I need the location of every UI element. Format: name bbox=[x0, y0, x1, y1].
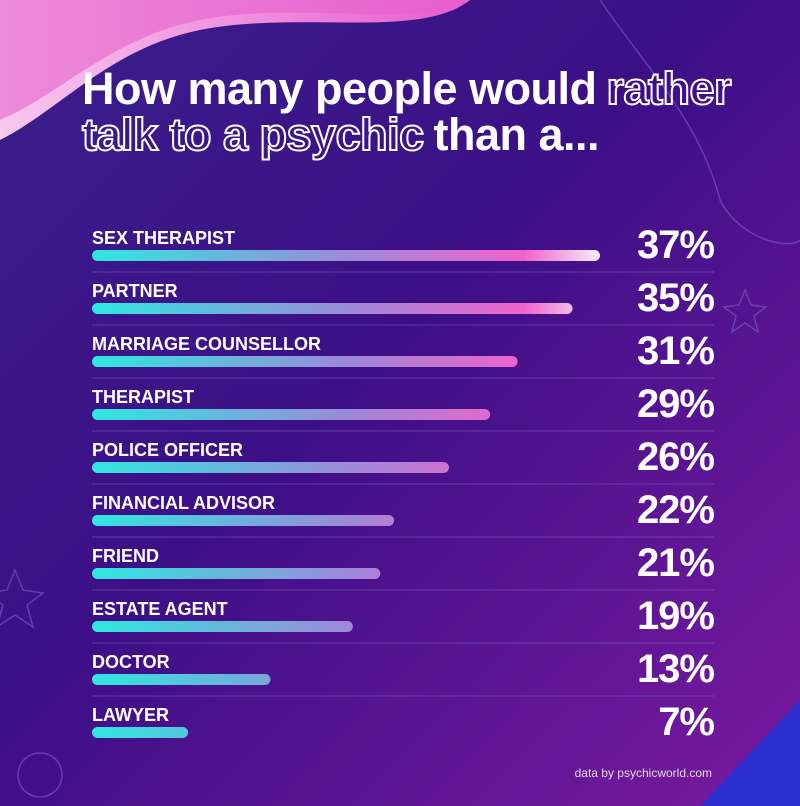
value-label: 29% bbox=[637, 382, 714, 426]
bar bbox=[92, 356, 518, 367]
value-label: 26% bbox=[637, 435, 714, 479]
value-label: 37% bbox=[637, 223, 714, 267]
bar bbox=[92, 303, 573, 314]
title-part: rather talk to a psychic bbox=[81, 63, 733, 160]
bar bbox=[92, 250, 600, 261]
bar bbox=[92, 462, 449, 473]
value-label: 35% bbox=[637, 276, 714, 320]
bar bbox=[92, 621, 353, 632]
category-label: ESTATE AGENT bbox=[92, 599, 228, 619]
title: How many people would rather talk to a ps… bbox=[81, 63, 742, 160]
wave bbox=[0, 0, 470, 120]
category-label: LAWYER bbox=[92, 705, 169, 725]
value-label: 13% bbox=[637, 647, 714, 691]
bar bbox=[92, 568, 381, 579]
value-label: 22% bbox=[637, 488, 714, 532]
category-label: MARRIAGE COUNSELLOR bbox=[92, 334, 321, 354]
category-label: PARTNER bbox=[92, 281, 178, 301]
category-label: SEX THERAPIST bbox=[92, 228, 235, 248]
value-label: 7% bbox=[658, 700, 714, 744]
title-part: How many people would bbox=[82, 63, 597, 114]
value-label: 21% bbox=[637, 541, 714, 585]
category-label: POLICE OFFICER bbox=[92, 440, 243, 460]
category-label: FINANCIAL ADVISOR bbox=[92, 493, 275, 513]
bar bbox=[92, 409, 491, 420]
category-label: FRIEND bbox=[92, 546, 159, 566]
bar bbox=[92, 727, 189, 738]
title-part: than a... bbox=[433, 109, 600, 160]
bars: SEX THERAPIST 37% PARTNER 35% MARRIAGE COUNS… bbox=[92, 223, 715, 744]
value-label: 31% bbox=[637, 329, 714, 373]
value-label: 19% bbox=[637, 594, 714, 638]
bar bbox=[92, 674, 271, 685]
category-label: THERAPIST bbox=[92, 387, 194, 407]
corner bbox=[700, 700, 800, 806]
bar bbox=[92, 515, 395, 526]
category-label: DOCTOR bbox=[92, 652, 170, 672]
source: data by psychicworld.com bbox=[575, 766, 712, 780]
